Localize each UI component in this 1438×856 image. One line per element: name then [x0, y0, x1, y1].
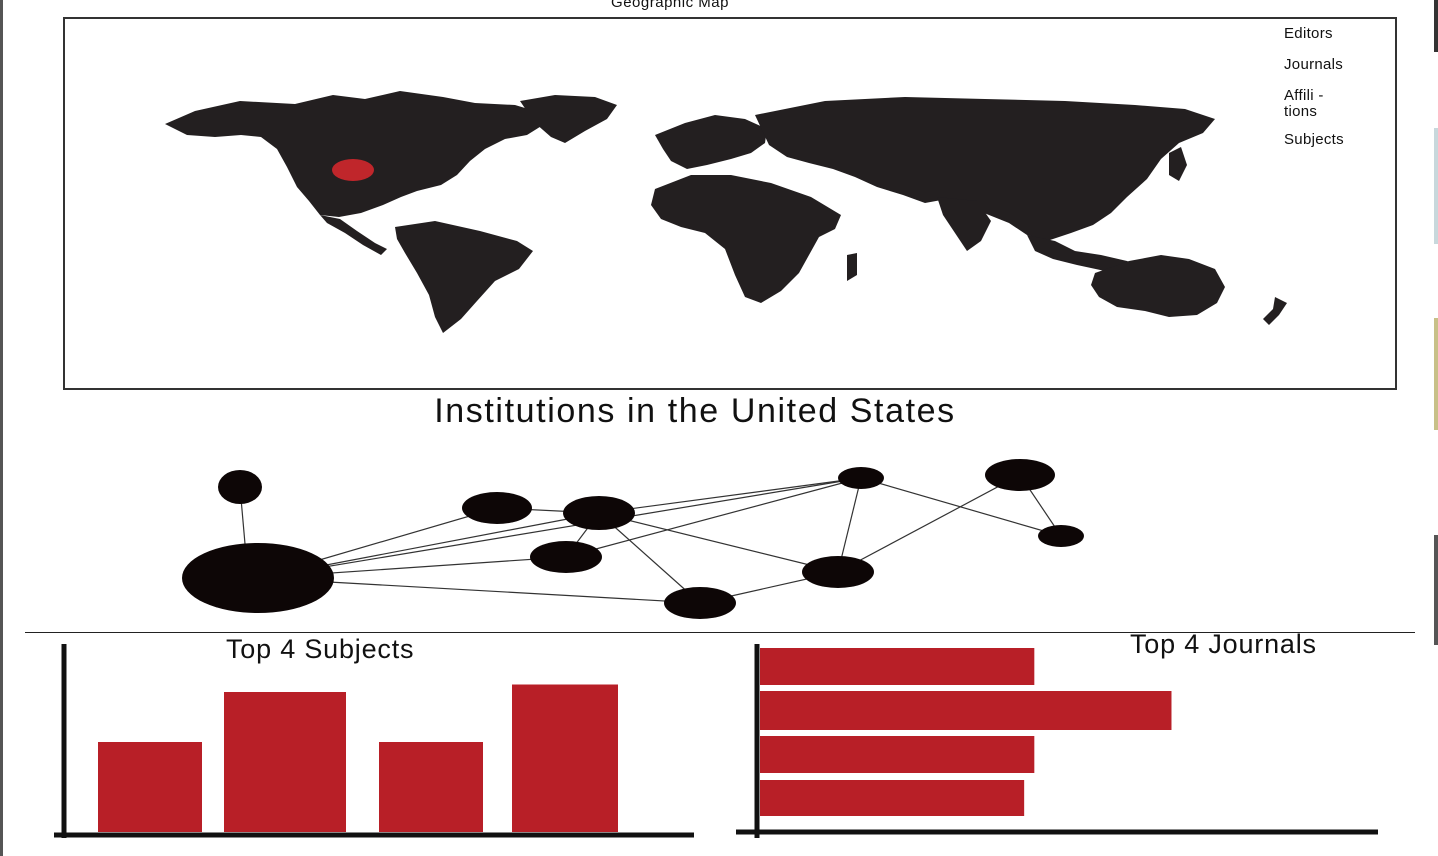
subjects-bar[interactable]: [379, 742, 483, 832]
network-edge: [837, 474, 1021, 573]
journals-chart-title: Top 4 Journals: [1130, 629, 1317, 659]
world-landmass: [165, 91, 1287, 333]
window-right-edge: [1434, 128, 1438, 244]
map-title: Geographic Map: [611, 0, 729, 11]
section-divider: [25, 632, 1415, 633]
subjects-chart-title: Top 4 Subjects: [226, 634, 415, 664]
continent-africa: [651, 175, 841, 303]
network-edge: [598, 477, 862, 514]
continent-new-zealand: [1263, 297, 1287, 325]
continent-south-america: [395, 221, 533, 333]
network-node[interactable]: [802, 556, 874, 588]
network-node[interactable]: [462, 492, 532, 524]
network-node[interactable]: [530, 541, 602, 573]
network-edge: [598, 512, 839, 573]
continent-india: [937, 197, 991, 251]
network-edges: [239, 474, 1062, 604]
map-marker-united-states[interactable]: [332, 159, 374, 181]
window-right-edge: [1434, 535, 1438, 645]
window-right-edge: [1434, 318, 1438, 430]
network-node[interactable]: [1038, 525, 1084, 547]
journals-bar[interactable]: [760, 648, 1035, 685]
subjects-bar[interactable]: [224, 692, 346, 832]
continent-japan: [1169, 147, 1187, 181]
continent-europe: [655, 115, 767, 169]
geographic-map[interactable]: [63, 17, 1397, 390]
network-node[interactable]: [838, 467, 884, 489]
network-node[interactable]: [985, 459, 1055, 491]
continent-australia: [1091, 255, 1225, 317]
subjects-bar-chart[interactable]: [0, 630, 720, 856]
legend-item-journals[interactable]: Journals: [1284, 56, 1344, 73]
legend-item-subjects[interactable]: Subjects: [1284, 131, 1344, 148]
network-nodes: [182, 459, 1084, 619]
subjects-bar[interactable]: [512, 684, 618, 833]
network-node[interactable]: [218, 470, 262, 504]
journals-bar-chart[interactable]: [720, 630, 1438, 856]
network-edge: [257, 477, 862, 579]
institution-network[interactable]: [0, 450, 1438, 632]
journals-bar[interactable]: [760, 780, 1025, 816]
network-node[interactable]: [664, 587, 736, 619]
network-node-primary[interactable]: [182, 543, 334, 613]
map-legend: Editors Journals Affili - tions Subjects: [1284, 26, 1344, 163]
continent-north-america: [165, 91, 543, 217]
window-left-edge: [0, 0, 3, 856]
legend-item-editors[interactable]: Editors: [1284, 25, 1333, 42]
journals-bar[interactable]: [760, 736, 1035, 773]
network-node[interactable]: [563, 496, 635, 530]
subjects-bar[interactable]: [98, 742, 202, 832]
world-map[interactable]: [65, 19, 1395, 388]
continent-greenland: [520, 95, 617, 143]
continent-central-america: [320, 215, 387, 255]
network-title: Institutions in the United States: [434, 392, 956, 430]
journals-bar[interactable]: [760, 691, 1172, 730]
legend-item-affiliations[interactable]: Affili - tions: [1284, 87, 1324, 120]
continent-asia: [755, 97, 1215, 241]
window-right-edge: [1434, 0, 1438, 52]
continent-madagascar: [847, 253, 857, 281]
network-edge: [565, 477, 862, 558]
